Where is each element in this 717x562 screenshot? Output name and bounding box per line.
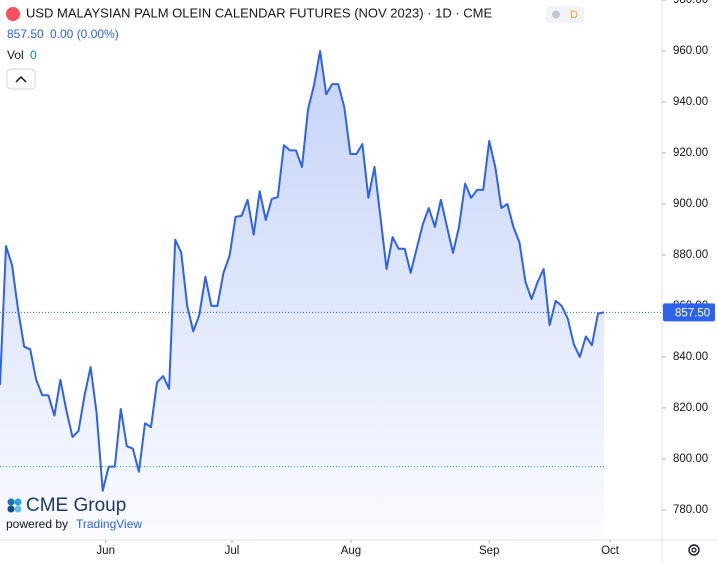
- area-fill: [0, 51, 604, 540]
- y-tick-label: 920.00: [673, 147, 708, 159]
- powered-by: powered by: [6, 517, 68, 531]
- price-change: 0.00 (0.00%): [50, 27, 119, 41]
- settings-icon[interactable]: [688, 544, 700, 556]
- y-tick-label: 900.00: [673, 198, 708, 210]
- interval-badge: D: [570, 9, 578, 21]
- y-tick-label: 880.00: [673, 249, 708, 261]
- y-tick-label: 940.00: [673, 96, 708, 108]
- logo: [7, 498, 22, 513]
- y-tick-label: 840.00: [673, 351, 708, 363]
- volume-value: 0: [30, 48, 37, 62]
- chart-title: USD MALAYSIAN PALM OLEIN CALENDAR FUTURE…: [26, 5, 493, 20]
- logo-text: CME Group: [26, 495, 126, 516]
- last-price: 857.50: [7, 27, 44, 41]
- y-tick-label: 820.00: [673, 402, 708, 414]
- x-tick-label: Jul: [225, 545, 240, 557]
- badge-bg[interactable]: [546, 6, 584, 23]
- x-tick-label: Jun: [96, 545, 115, 557]
- collapse-icon: [15, 75, 27, 83]
- price-line: [0, 50, 605, 492]
- last-price-box: [663, 303, 715, 322]
- x-tick-label: Oct: [601, 545, 620, 557]
- x-tick-label: Aug: [341, 545, 361, 557]
- symbol-icon: [6, 7, 20, 21]
- collapse-button[interactable]: [6, 68, 36, 90]
- y-tick-label: 780.00: [673, 504, 708, 516]
- volume-label: Vol: [7, 48, 24, 62]
- x-tick-label: Sep: [479, 545, 499, 557]
- y-tick-label: 800.00: [673, 453, 708, 465]
- provider[interactable]: TradingView: [76, 517, 142, 531]
- y-tick-label: 960.00: [673, 45, 708, 57]
- last-price-label: 857.50: [675, 307, 710, 319]
- y-tick-label: 980.00: [673, 0, 708, 6]
- badge-dot: [552, 10, 560, 19]
